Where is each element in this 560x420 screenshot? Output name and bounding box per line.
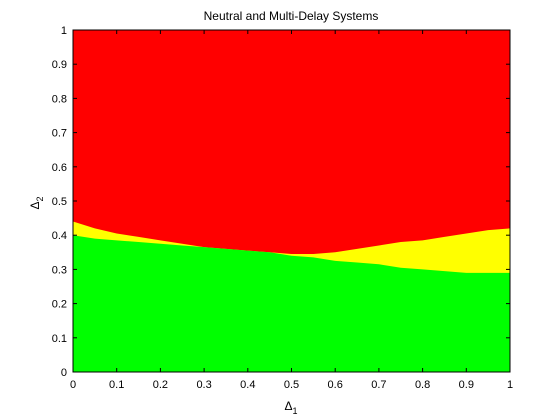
x-tick-label: 0.8: [415, 379, 430, 391]
x-tick-label: 0.7: [371, 379, 386, 391]
y-tick-label: 0.9: [52, 59, 67, 71]
x-tick-label: 0.9: [459, 379, 474, 391]
x-tick-label: 0.1: [109, 379, 124, 391]
x-tick-label: 0.3: [196, 379, 211, 391]
x-tick-label: 1: [507, 379, 513, 391]
x-tick-label: 0: [70, 379, 76, 391]
plot-regions: [73, 30, 510, 372]
y-tick-label: 0.5: [52, 196, 67, 208]
y-axis: 0 0.1 0.2 0.3 0.4 0.5 0.6 0.7 0.8 0.9 1: [52, 25, 510, 379]
y-tick-label: 0.2: [52, 299, 67, 311]
x-tick-label: 0.2: [153, 379, 168, 391]
region-green: [73, 235, 510, 372]
y-axis-label-subscript: 2: [35, 196, 45, 201]
y-axis-label-symbol: Δ: [28, 202, 42, 210]
x-tick-label: 0.4: [240, 379, 255, 391]
y-tick-label: 1: [61, 25, 67, 37]
y-tick-label: 0: [61, 367, 67, 379]
x-axis: 0 0.1 0.2 0.3 0.4 0.5 0.6 0.7 0.8 0.9 1: [70, 30, 513, 391]
y-tick-label: 0.1: [52, 333, 67, 345]
y-tick-label: 0.7: [52, 128, 67, 140]
x-tick-label: 0.5: [284, 379, 299, 391]
x-axis-label: Δ1: [284, 399, 297, 416]
x-axis-label-symbol: Δ: [284, 399, 292, 413]
y-tick-label: 0.6: [52, 162, 67, 174]
y-axis-label: Δ2: [28, 196, 45, 209]
x-axis-label-subscript: 1: [293, 406, 298, 416]
chart-title: Neutral and Multi-Delay Systems: [204, 9, 379, 23]
y-tick-label: 0.8: [52, 93, 67, 105]
y-tick-label: 0.3: [52, 264, 67, 276]
y-tick-label: 0.4: [52, 230, 67, 242]
x-tick-label: 0.6: [328, 379, 343, 391]
